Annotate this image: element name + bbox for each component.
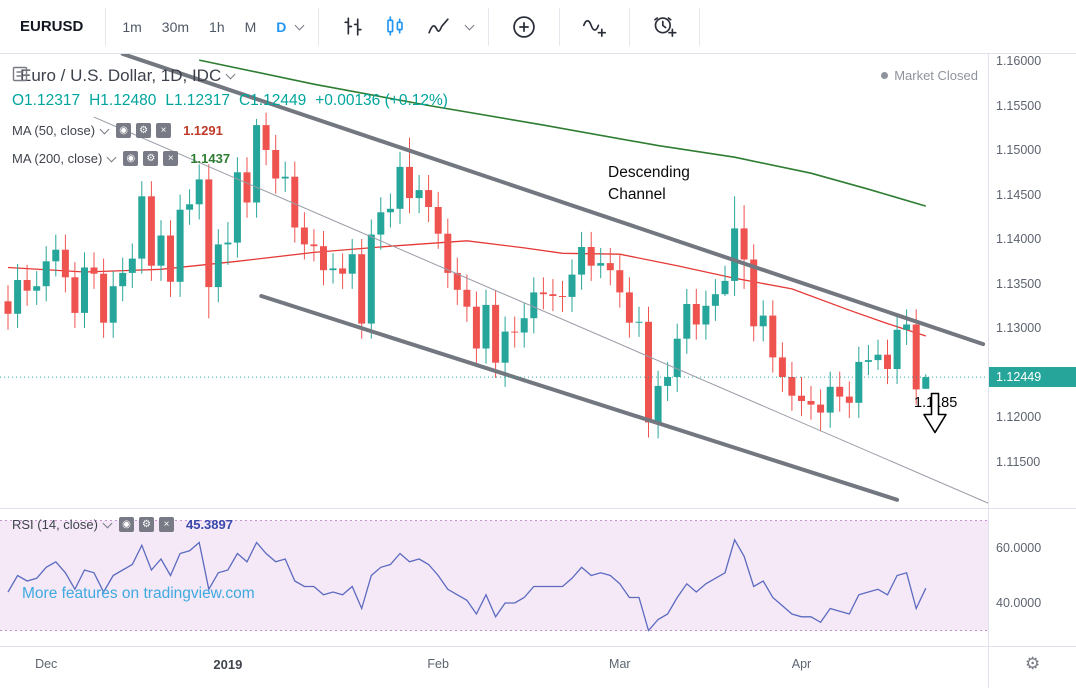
toolbar-separator	[629, 7, 631, 46]
area-icon	[428, 18, 450, 34]
price-tick: 1.14500	[996, 187, 1042, 202]
price-tick: 1.11500	[996, 454, 1041, 469]
chart-content: Euro / U.S. Dollar, 1D, IDC O1.12317 H1.1…	[0, 54, 1076, 688]
toolbar-separator	[488, 7, 490, 46]
ma200-label[interactable]: MA (200, close)	[12, 151, 103, 166]
ohlc-open: O1.12317	[12, 92, 81, 109]
price-tick: 1.15500	[996, 98, 1042, 113]
ma50-row: MA (50, close) ◉ ⚙ × 1.1291	[12, 123, 457, 138]
ma50-gear-icon[interactable]: ⚙	[136, 123, 152, 138]
ma200-value: 1.1437	[190, 151, 231, 166]
candles-icon	[387, 16, 404, 36]
bars-icon	[344, 17, 363, 36]
time-label-Dec: Dec	[35, 657, 58, 671]
time-axis[interactable]: Dec 2019 Feb Mar Apr	[0, 647, 988, 688]
interval-1h[interactable]: 1h	[209, 18, 225, 35]
style-chevron-icon[interactable]	[464, 20, 475, 30]
title-chevron-icon[interactable]	[225, 69, 236, 80]
symbol-name[interactable]: EURUSD	[20, 18, 84, 35]
ohlc-close: C1.12449	[238, 92, 307, 109]
rsi-legend-row: RSI (14, close) ◉ ⚙ × 45.3897	[12, 517, 233, 532]
toolbar-separator	[699, 7, 701, 46]
ma50-label[interactable]: MA (50, close)	[12, 123, 96, 138]
rsi-close-icon[interactable]: ×	[158, 517, 174, 532]
rsi-tick: 40.0000	[996, 596, 1042, 610]
toolbar-separator	[559, 7, 561, 46]
ma50-close-icon[interactable]: ×	[156, 123, 172, 138]
current-price-tag: 1.12449	[989, 367, 1076, 388]
main-chart-pane[interactable]: Euro / U.S. Dollar, 1D, IDC O1.12317 H1.1…	[0, 54, 988, 509]
toolbar-separator	[318, 7, 320, 46]
rsi-pane[interactable]: RSI (14, close) ◉ ⚙ × 45.3897 More featu…	[0, 509, 988, 647]
bars-style-button[interactable]	[331, 7, 374, 47]
area-style-button[interactable]	[417, 7, 460, 47]
rsi-label[interactable]: RSI (14, close)	[12, 517, 98, 532]
rsi-tick: 60.0000	[996, 541, 1042, 555]
alarm-clock-plus-icon	[654, 17, 677, 37]
ma50-chevron-icon[interactable]	[99, 124, 110, 134]
pane-separator[interactable]	[0, 508, 988, 509]
main-chart[interactable]	[0, 54, 988, 508]
interval-D[interactable]: D	[276, 18, 287, 35]
ma200-eye-icon[interactable]: ◉	[123, 151, 139, 166]
market-status: Market Closed	[881, 68, 978, 83]
price-tick: 1.13500	[996, 276, 1042, 291]
chart-legend: Euro / U.S. Dollar, 1D, IDC O1.12317 H1.1…	[12, 66, 457, 179]
settings-gear-icon[interactable]: ⚙	[1025, 654, 1041, 673]
interval-1m[interactable]: 1m	[122, 18, 142, 35]
price-tick: 1.15000	[996, 143, 1042, 157]
time-label-Feb: Feb	[427, 657, 449, 671]
rsi-eye-icon[interactable]: ◉	[118, 517, 134, 532]
ohlc-low: L1.12317	[165, 92, 230, 109]
price-tick: 1.12000	[996, 410, 1042, 424]
chart-title: Euro / U.S. Dollar, 1D, IDC	[20, 66, 222, 85]
ma50-eye-icon[interactable]: ◉	[116, 123, 132, 138]
rsi-gear-icon[interactable]: ⚙	[138, 517, 154, 532]
rsi-value: 45.3897	[185, 517, 233, 532]
chart-column: Euro / U.S. Dollar, 1D, IDC O1.12317 H1.1…	[0, 54, 988, 688]
price-tick: 1.14000	[996, 232, 1042, 246]
tradingview-promo-link[interactable]: More features on tradingview.com	[22, 585, 255, 602]
symbol-title-row[interactable]: Euro / U.S. Dollar, 1D, IDC	[12, 66, 457, 86]
target-annotation[interactable]: 1.1185	[906, 392, 978, 434]
interval-M[interactable]: M	[244, 18, 257, 35]
alert-button[interactable]	[642, 7, 687, 47]
top-toolbar: EURUSD 1m 30m 1h M D	[0, 0, 1076, 54]
rsi-chart[interactable]	[0, 509, 988, 647]
compare-plus-icon	[513, 15, 536, 38]
ma200-chevron-icon[interactable]	[106, 152, 117, 162]
down-arrow-icon	[923, 392, 947, 434]
compare-button[interactable]	[501, 7, 547, 47]
scale-separator	[989, 646, 1076, 647]
ma200-close-icon[interactable]: ×	[163, 151, 179, 166]
toolbar-separator	[105, 7, 107, 46]
ma50-value: 1.1291	[183, 123, 223, 138]
indicator-squiggle-icon	[583, 19, 607, 37]
axis-separator	[0, 646, 988, 647]
time-label-Apr: Apr	[791, 657, 812, 671]
ohlc-change: +0.00136 (+0.12%)	[315, 92, 448, 109]
indicators-button[interactable]	[572, 7, 617, 47]
interval-30m[interactable]: 30m	[161, 18, 190, 35]
candles-style-button[interactable]	[374, 7, 417, 47]
channel-annotation[interactable]: Descending Channel	[608, 164, 690, 203]
ma200-row: MA (200, close) ◉ ⚙ × 1.1437	[12, 151, 457, 166]
time-label-2019: 2019	[213, 657, 243, 672]
price-tick: 1.16000	[996, 54, 1042, 68]
ohlc-row: O1.12317 H1.12480 L1.12317 C1.12449 +0.00136…	[12, 92, 457, 110]
market-closed-dot-icon	[881, 72, 889, 79]
price-tick: 1.13000	[996, 321, 1042, 335]
market-closed-label: Market Closed	[894, 68, 978, 83]
interval-chevron-icon[interactable]	[294, 20, 305, 30]
time-label-Mar: Mar	[609, 657, 631, 671]
rsi-chevron-icon[interactable]	[102, 518, 113, 528]
ohlc-high: H1.12480	[89, 92, 157, 109]
ma200-gear-icon[interactable]: ⚙	[143, 151, 159, 166]
scale-separator	[989, 508, 1076, 509]
price-scale[interactable]: 1.12449 ⚙ 1.16000 1.15500 1.15000 1.14500 1.…	[988, 54, 1076, 688]
interval-group: 1m 30m 1h M D	[122, 19, 286, 35]
